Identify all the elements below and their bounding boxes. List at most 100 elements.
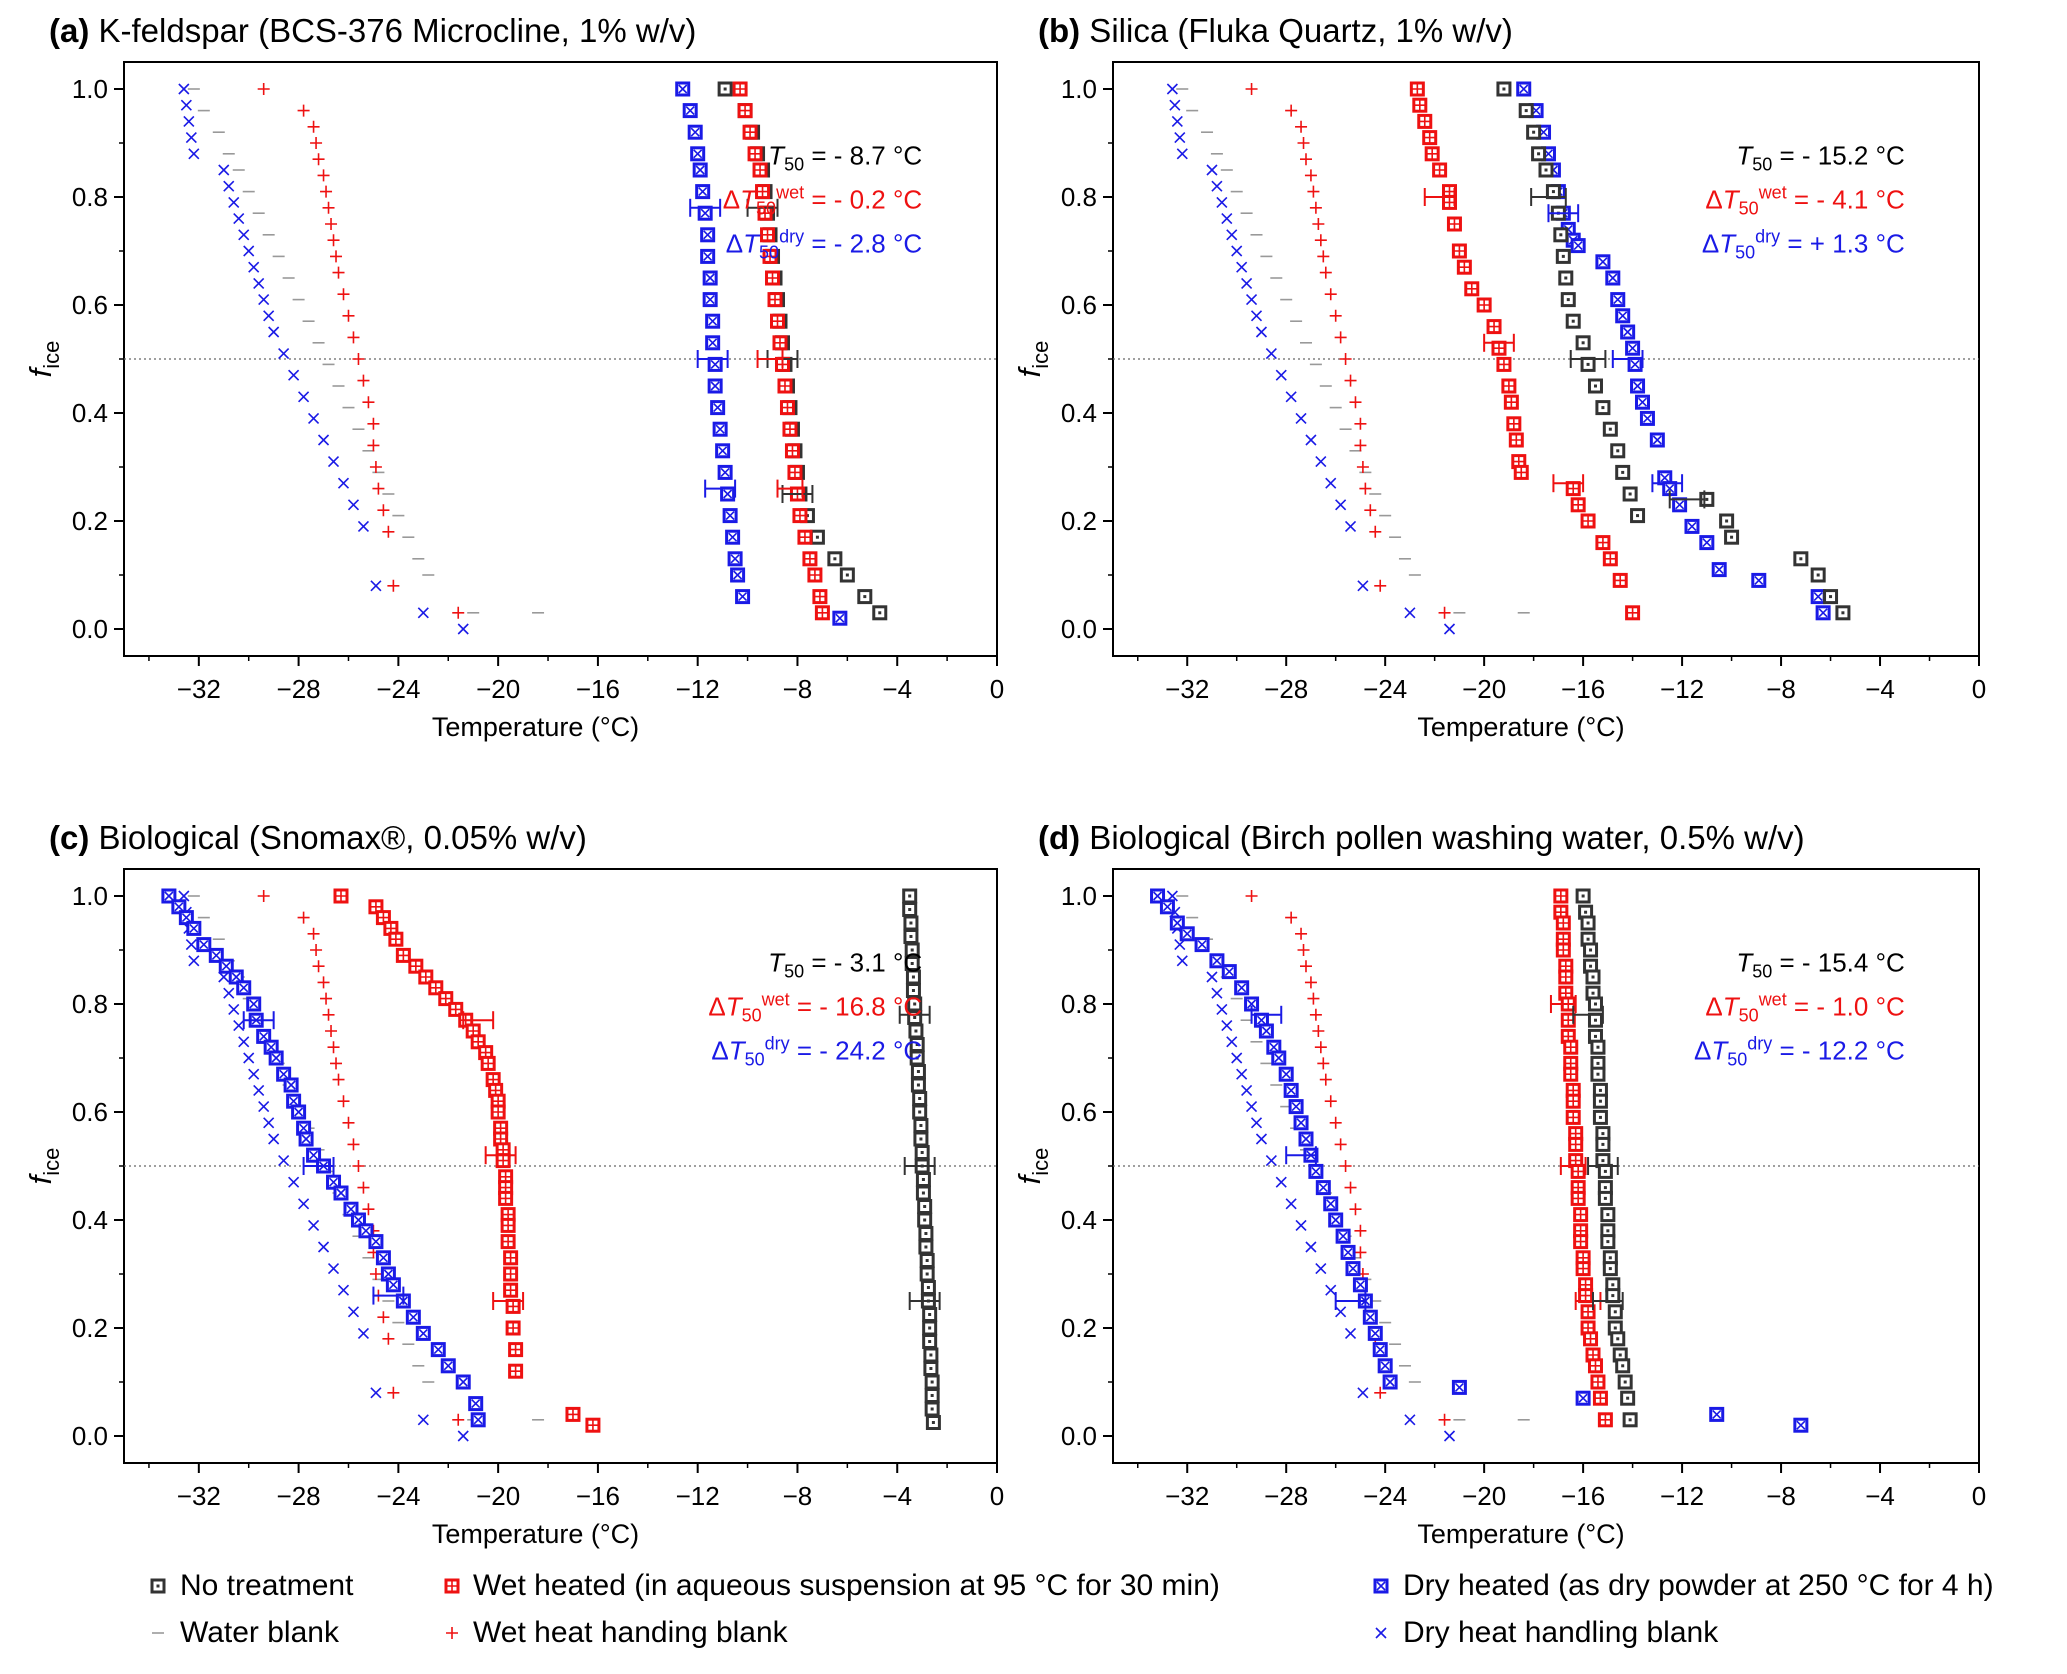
data-point-dry_blank <box>417 607 429 619</box>
data-point-dry_blank <box>1221 1020 1233 1032</box>
data-point-wet_heated <box>1496 356 1512 372</box>
annotation-t50: T50 = - 15.2 °C <box>1736 141 1904 175</box>
data-point-dry_heated <box>228 969 244 985</box>
data-point-dry_blank <box>238 1036 250 1048</box>
data-point-dry_heated <box>236 980 252 996</box>
data-point-no_treatment <box>1823 589 1839 605</box>
x-tick-label: −28 <box>1264 1481 1308 1511</box>
data-point-dry_blank <box>357 1327 370 1339</box>
data-point-wet_heated <box>1432 162 1448 178</box>
marker-cross <box>1466 283 1477 294</box>
data-point-no_treatment <box>1630 508 1646 524</box>
marker-dot <box>1603 1186 1607 1190</box>
data-point-wet_heated <box>1422 130 1438 146</box>
data-point-dry_heated <box>1793 1417 1809 1433</box>
legend-item-dry_blank: Dry heat handling blank <box>1375 1616 1719 1649</box>
data-point-no_treatment <box>1605 1288 1621 1304</box>
y-tick-label: 0.8 <box>1061 182 1097 212</box>
data-point-dry_heated <box>1810 589 1826 605</box>
marker-cross <box>1608 273 1618 283</box>
y-axis-label: fice <box>1012 341 1053 378</box>
data-point-no_treatment <box>910 1077 926 1093</box>
data-point-dry_blank <box>1285 1198 1297 1210</box>
marker-dot <box>925 1259 929 1262</box>
data-point-no_treatment <box>1622 486 1638 502</box>
data-point-dry_blank <box>243 245 255 257</box>
marker-cross <box>1459 262 1470 273</box>
data-point-dry_blank <box>308 1219 320 1231</box>
data-point-dry_blank <box>1325 1284 1337 1296</box>
data-point-wet_blank <box>1299 153 1312 166</box>
data-point-dry_blank <box>278 348 290 360</box>
marker-cross <box>1331 1215 1341 1225</box>
data-point-wet_blank <box>307 120 320 133</box>
marker-cross <box>1172 918 1182 928</box>
data-point-wet_blank <box>310 137 323 149</box>
data-point-dry_heated <box>1352 1277 1368 1293</box>
marker-dot <box>1705 497 1709 501</box>
marker-dot <box>1621 1364 1625 1368</box>
marker-dot <box>1593 1018 1597 1022</box>
marker-cross <box>408 1312 418 1322</box>
data-point-no_treatment <box>1558 270 1574 286</box>
error-bar-dry_heated <box>704 479 737 498</box>
data-point-dry_heated <box>1159 899 1175 915</box>
marker-dot <box>878 611 882 615</box>
marker-cross <box>328 1177 339 1187</box>
data-point-dry_blank <box>263 1117 275 1129</box>
data-point-dry_heated <box>730 567 746 583</box>
data-point-dry_heated <box>1179 926 1195 942</box>
marker-dot <box>1502 87 1506 91</box>
data-point-wet_heated <box>787 464 803 480</box>
marker-dot <box>924 1245 928 1249</box>
annotation-delta: Δ <box>711 1036 728 1066</box>
marker-dot <box>833 557 837 561</box>
data-point-dry_heated <box>735 589 751 605</box>
data-point-wet_blank <box>332 266 345 279</box>
panel-d: (d) Biological (Birch pollen washing wat… <box>1012 819 1986 1549</box>
marker-cross <box>1182 929 1192 939</box>
legend-label-dry_blank: Dry heat handling blank <box>1403 1616 1719 1649</box>
marker-cross <box>498 1155 509 1166</box>
data-point-no_treatment <box>924 1401 940 1417</box>
marker-dot <box>1551 190 1555 194</box>
marker-dot <box>1829 595 1833 599</box>
data-point-wet_heated <box>1555 915 1571 931</box>
marker-cross <box>1197 940 1207 950</box>
marker-dot <box>908 894 912 898</box>
data-point-wet_heated <box>1565 481 1581 497</box>
data-point-dry_heated <box>690 146 706 162</box>
data-point-dry_heated <box>1209 953 1225 969</box>
series-dry_blank <box>1166 83 1456 635</box>
annotation-delta: Δ <box>708 992 725 1022</box>
data-point-wet_heated <box>505 1298 521 1314</box>
data-point-dry_heated <box>1684 518 1700 534</box>
data-point-dry_heated <box>1362 1309 1378 1325</box>
data-point-wet_heated <box>498 1190 514 1206</box>
marker-cross <box>745 127 756 138</box>
marker-cross <box>1568 483 1579 494</box>
marker-dot <box>1581 341 1585 345</box>
y-tick-label: 1.0 <box>1061 74 1097 104</box>
data-point-dry_heated <box>1672 497 1688 513</box>
data-point-dry_blank <box>1211 180 1223 192</box>
marker-dot <box>1816 573 1820 577</box>
data-point-dry_blank <box>1206 971 1218 983</box>
marker-cross <box>770 294 781 305</box>
data-point-dry_heated <box>1699 535 1715 551</box>
marker-cross <box>289 1096 299 1106</box>
data-point-wet_blank <box>337 288 350 301</box>
annotation-superscript: wet <box>775 183 804 203</box>
marker-cross <box>510 1366 521 1377</box>
marker-cross <box>1419 116 1430 127</box>
data-point-wet_heated <box>495 1153 511 1169</box>
data-point-dry_heated <box>710 400 726 416</box>
x-tick-label: −28 <box>277 1481 321 1511</box>
data-point-dry_heated <box>1711 562 1727 578</box>
x-tick-label: −12 <box>676 674 720 704</box>
data-point-no_treatment <box>913 1131 929 1147</box>
data-point-no_treatment <box>914 1145 930 1160</box>
data-point-no_treatment <box>922 1334 938 1349</box>
data-point-dry_blank <box>1169 99 1181 111</box>
data-point-wet_blank <box>1314 1041 1327 1054</box>
